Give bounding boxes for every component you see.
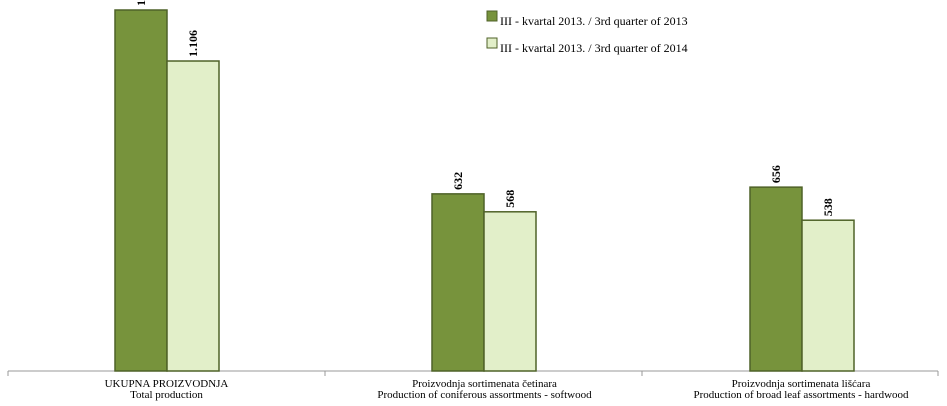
category-label-3-line-2: Production of broad leaf assortments - h… [693,389,909,401]
bar-series-2-cat-3 [801,219,855,372]
legend-swatch-series-2 [486,37,498,49]
category-label-2-line-2: Production of coniferous assortments - s… [377,389,592,401]
legend-label-series-1: III - kvartal 2013. / 3rd quarter of 201… [500,14,688,28]
bar-series-2-cat-2 [483,211,537,372]
value-label-series-1-cat-3: 656 [769,165,783,183]
category-label-3-line-1: Proizvodnja sortimenata lišćara [732,378,871,390]
category-label-1-line-2: Total production [130,389,203,401]
legend: III - kvartal 2013. / 3rd quarter of 201… [486,10,688,55]
category-label-2-line-1: Proizvodnja sortimenata četinara [412,378,557,390]
category-label-1-line-1: UKUPNA PROIZVODNJA [105,378,229,390]
bar-series-1-cat-1 [114,9,168,372]
value-label-series-2-cat-2: 568 [503,190,517,208]
value-label-series-1-cat-2: 632 [451,172,465,190]
bar-series-1-cat-3 [749,186,803,372]
value-label-series-1-cat-1: 1.288 [134,0,148,6]
bar-series-2-cat-1 [166,60,220,372]
value-label-series-2-cat-3: 538 [821,198,835,216]
bar-series-1-cat-2 [431,193,485,372]
value-label-series-2-cat-1: 1.106 [186,30,200,57]
legend-label-series-2: III - kvartal 2013. / 3rd quarter of 201… [500,41,688,55]
legend-swatch-series-1 [486,10,498,22]
